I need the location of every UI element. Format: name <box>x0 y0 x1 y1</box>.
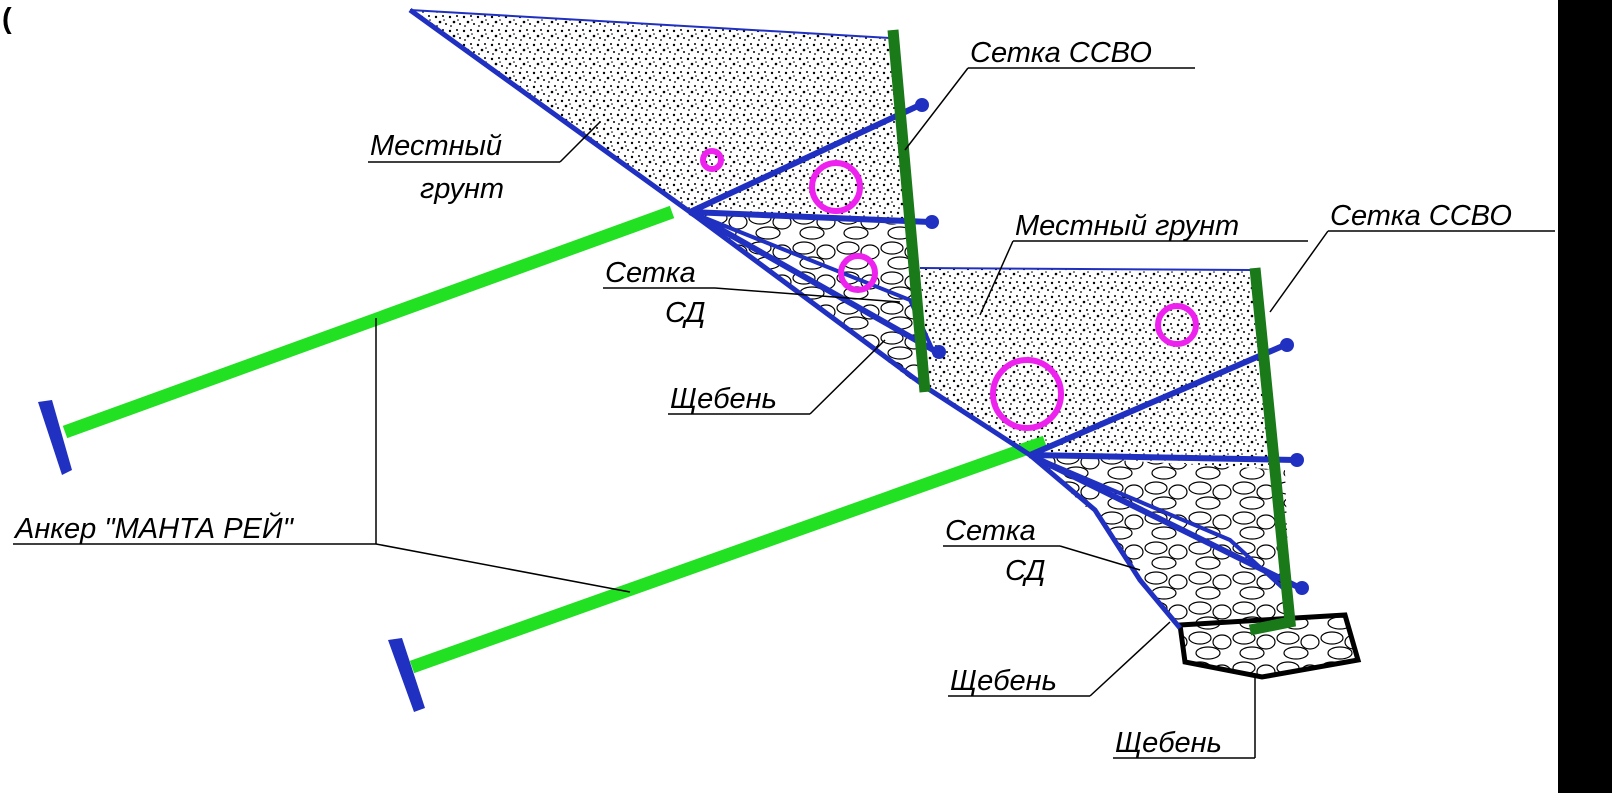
label: Щебень <box>670 383 777 415</box>
anchor-rod <box>65 212 672 432</box>
label: Щебень <box>950 665 1057 697</box>
label: Сетка <box>945 515 1036 547</box>
label: Местный грунт <box>1015 210 1239 242</box>
label: СД <box>1005 555 1045 587</box>
label: грунт <box>420 173 504 205</box>
label: Щебень <box>1115 727 1222 759</box>
label: Сетка ССВО <box>970 37 1152 69</box>
anchor-rod <box>412 442 1045 667</box>
label: СД <box>665 297 705 329</box>
diagram: ( Сетка ССВО Местный грунт Местный грунт… <box>0 0 1612 793</box>
label: Сетка <box>605 257 696 289</box>
anchor-head <box>38 400 72 475</box>
corner-mark: ( <box>2 3 12 35</box>
label: Сетка ССВО <box>1330 200 1512 232</box>
label: Анкер "МАНТА РЕЙ" <box>13 511 295 545</box>
label: Местный <box>370 130 502 162</box>
anchor-head <box>388 638 425 712</box>
edge-bar <box>1558 0 1612 793</box>
